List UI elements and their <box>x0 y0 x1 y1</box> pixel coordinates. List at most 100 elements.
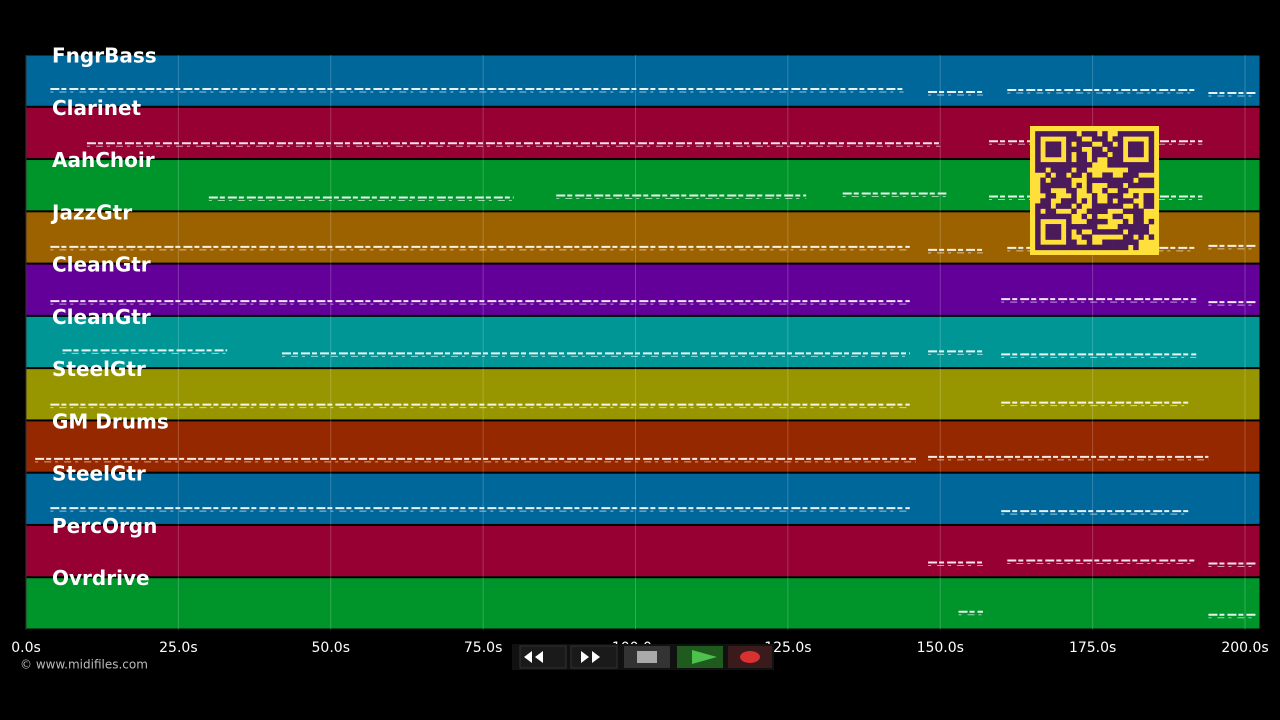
rewind-icon <box>524 651 543 663</box>
qr-cell <box>1045 187 1051 194</box>
x-tick-label: 200.0s <box>1221 640 1268 656</box>
track-name: PercOrgn <box>52 514 157 538</box>
qr-cell <box>1045 234 1051 240</box>
qr-cell <box>1112 136 1119 142</box>
qr-cell <box>1102 239 1108 245</box>
qr-cell <box>1138 162 1144 168</box>
qr-cell <box>1076 167 1082 173</box>
stop-button[interactable] <box>624 646 670 668</box>
qr-cell <box>1066 244 1072 251</box>
qr-cell <box>1117 182 1124 189</box>
track-name: SteelGtr <box>52 462 146 486</box>
qr-cell <box>1117 146 1124 153</box>
qr-cell <box>1081 198 1088 204</box>
qr-cell <box>1076 141 1082 147</box>
qr-cell <box>1107 146 1113 153</box>
qr-cell <box>1045 151 1051 158</box>
qr-cell <box>1148 218 1155 225</box>
qr-cell <box>1102 208 1108 215</box>
qr-cell <box>1138 218 1144 225</box>
x-tick-label: 0.0s <box>11 640 41 656</box>
qr-cell <box>1040 167 1046 173</box>
qr-cell <box>1107 244 1113 251</box>
qr-cell <box>1086 182 1093 189</box>
qr-cell <box>1138 234 1144 240</box>
qr-cell <box>1112 213 1119 220</box>
qr-cell <box>1133 218 1139 225</box>
qr-cell <box>1097 136 1103 142</box>
qr-cell <box>1143 177 1149 184</box>
qr-cell <box>1076 136 1082 142</box>
qr-cell <box>1045 244 1051 251</box>
qr-cell <box>1148 203 1155 209</box>
qr-cell <box>1133 131 1139 137</box>
qr-cell <box>1045 182 1051 189</box>
qr-cell <box>1097 229 1103 235</box>
play-button[interactable] <box>677 646 723 668</box>
qr-cell <box>1138 151 1144 158</box>
record-button[interactable] <box>728 646 772 668</box>
qr-cell <box>1102 141 1108 147</box>
qr-cell <box>1112 156 1119 163</box>
qr-cell <box>1112 151 1119 158</box>
qr-cell <box>1112 239 1119 245</box>
qr-cell <box>1076 244 1082 251</box>
qr-cell <box>1133 151 1139 158</box>
qr-cell <box>1071 136 1077 142</box>
qr-cell <box>1143 131 1149 137</box>
qr-cell <box>1133 146 1139 153</box>
qr-cell <box>1035 151 1041 158</box>
qr-cell <box>1128 208 1134 215</box>
qr-cell <box>1148 151 1155 158</box>
qr-cell <box>1128 167 1134 173</box>
qr-cell <box>1107 198 1113 204</box>
qr-cell <box>1102 229 1108 235</box>
qr-cell <box>1138 208 1144 215</box>
qr-cell <box>1138 177 1144 184</box>
qr-cell <box>1102 177 1108 184</box>
qr-cell <box>1066 177 1072 184</box>
qr-cell <box>1086 218 1093 225</box>
qr-cell <box>1122 162 1129 168</box>
qr-cell <box>1066 198 1072 204</box>
qr-cell <box>1071 224 1077 230</box>
qr-cell <box>1133 224 1139 230</box>
qr-cell <box>1040 131 1046 137</box>
qr-cell <box>1091 224 1098 230</box>
qr-cell <box>1097 151 1103 158</box>
qr-cell <box>1050 146 1057 153</box>
qr-cell <box>1117 203 1124 209</box>
qr-cell <box>1071 162 1077 168</box>
qr-cell <box>1128 229 1134 235</box>
qr-cell <box>1035 208 1041 215</box>
track-name: AahChoir <box>52 148 155 172</box>
qr-cell <box>1071 208 1077 215</box>
qr-cell <box>1148 193 1155 199</box>
qr-cell <box>1128 146 1134 153</box>
qr-cell <box>1117 239 1124 245</box>
qr-cell <box>1035 239 1041 245</box>
qr-cell <box>1102 218 1108 225</box>
forward-button[interactable] <box>570 645 618 669</box>
track-name: Clarinet <box>52 96 142 120</box>
rewind-button[interactable] <box>519 645 567 669</box>
qr-cell <box>1148 131 1155 137</box>
qr-cell <box>1081 213 1088 220</box>
qr-cell <box>1035 203 1041 209</box>
qr-cell <box>1060 198 1067 204</box>
qr-cell <box>1138 146 1144 153</box>
qr-cell <box>1035 162 1041 168</box>
play-icon <box>692 650 717 664</box>
qr-cell <box>1128 172 1134 178</box>
qr-cell <box>1117 141 1124 147</box>
qr-cell <box>1143 167 1149 173</box>
transport-controls <box>512 644 774 670</box>
qr-cell <box>1102 136 1108 142</box>
qr-cell <box>1071 146 1077 153</box>
x-tick-label: 150.0s <box>917 640 964 656</box>
qr-cell <box>1040 213 1046 220</box>
x-tick-label: 75.0s <box>464 640 502 656</box>
qr-cell <box>1071 239 1077 245</box>
qr-cell <box>1091 177 1098 184</box>
qr-cell <box>1091 156 1098 163</box>
